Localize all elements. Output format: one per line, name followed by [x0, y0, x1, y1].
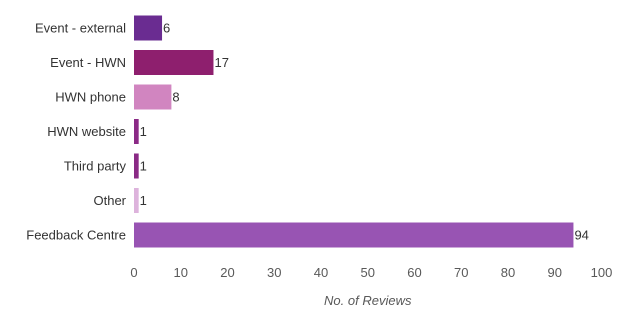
- value-label-2: 8: [172, 90, 179, 105]
- x-tick-label-7: 70: [454, 265, 468, 280]
- x-tick-label-9: 90: [548, 265, 562, 280]
- bars-group: [134, 15, 574, 248]
- category-label-3: HWN website: [47, 124, 126, 139]
- bar-4: [134, 153, 139, 179]
- value-label-6: 94: [574, 228, 588, 243]
- bar-2: [134, 84, 172, 110]
- category-label-5: Other: [93, 193, 126, 208]
- x-tick-label-2: 20: [220, 265, 234, 280]
- category-label-2: HWN phone: [55, 90, 126, 105]
- x-axis-title: No. of Reviews: [324, 293, 412, 308]
- value-labels: 6 17 8 1 1 1 94: [140, 21, 589, 243]
- x-tick-label-4: 40: [314, 265, 328, 280]
- x-tick-label-8: 80: [501, 265, 515, 280]
- bar-0: [134, 15, 163, 41]
- category-label-4: Third party: [64, 159, 127, 174]
- value-label-3: 1: [140, 124, 147, 139]
- x-tick-label-0: 0: [130, 265, 137, 280]
- value-label-0: 6: [163, 21, 170, 36]
- bar-1: [134, 50, 214, 75]
- category-label-6: Feedback Centre: [26, 228, 126, 243]
- bar-5: [134, 188, 139, 213]
- x-tick-label-6: 60: [407, 265, 421, 280]
- category-label-0: Event - external: [35, 21, 126, 36]
- x-axis-ticks: 0 10 20 30 40 50 60 70 80 90 100: [130, 265, 612, 280]
- value-label-5: 1: [140, 193, 147, 208]
- x-tick-label-1: 10: [174, 265, 188, 280]
- value-label-1: 17: [214, 55, 228, 70]
- value-label-4: 1: [140, 159, 147, 174]
- x-tick-label-3: 30: [267, 265, 281, 280]
- x-tick-label-10: 100: [591, 265, 613, 280]
- category-label-1: Event - HWN: [50, 55, 126, 70]
- bar-3: [134, 119, 139, 144]
- category-labels: Event - external Event - HWN HWN phone HWN …: [26, 21, 126, 243]
- bar-6: [134, 222, 574, 248]
- x-tick-label-5: 50: [361, 265, 375, 280]
